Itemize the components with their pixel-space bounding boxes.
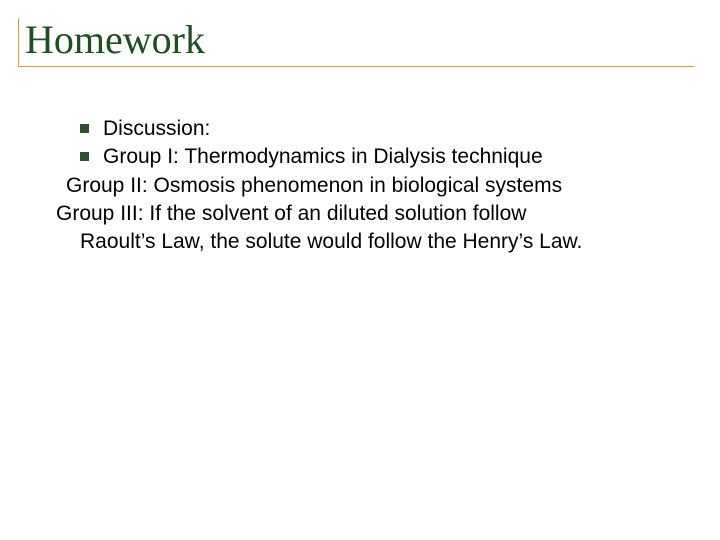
square-bullet-icon <box>80 124 89 133</box>
body-text: Group III: If the solvent of an diluted … <box>56 200 526 228</box>
list-item-text: Discussion: <box>103 115 210 143</box>
body-line: Raoult’s Law, the solute would follow th… <box>56 228 674 256</box>
slide: Homework Discussion: Group I: Thermodyna… <box>0 0 720 540</box>
list-item: Discussion: <box>56 115 674 143</box>
list-item-text: Group I: Thermodynamics in Dialysis tech… <box>103 143 543 171</box>
body-text: Group II: Osmosis phenomenon in biologic… <box>66 172 562 200</box>
title-rule: Homework <box>18 18 694 67</box>
list-item: Group I: Thermodynamics in Dialysis tech… <box>56 143 674 171</box>
slide-body: Discussion: Group I: Thermodynamics in D… <box>16 67 704 257</box>
slide-title: Homework <box>25 18 694 62</box>
body-line: Group II: Osmosis phenomenon in biologic… <box>56 172 674 200</box>
square-bullet-icon <box>80 152 89 161</box>
body-text: Raoult’s Law, the solute would follow th… <box>80 228 582 256</box>
body-line: Group III: If the solvent of an diluted … <box>56 200 674 228</box>
